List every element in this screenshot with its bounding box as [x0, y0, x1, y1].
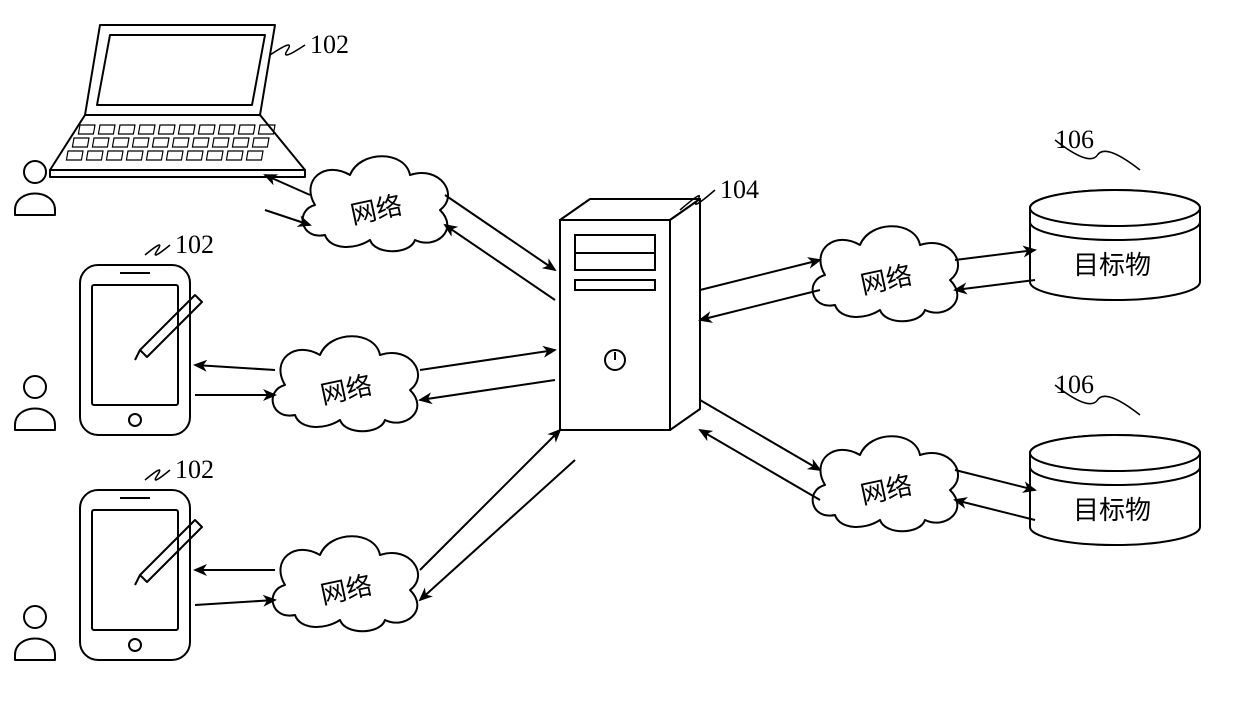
ref-102: 102: [175, 230, 214, 260]
ref-102: 102: [175, 455, 214, 485]
diagram-canvas: 目标物目标物网络网络网络网络网络102102102104106106: [0, 0, 1240, 703]
db-label: 目标物: [1073, 490, 1151, 527]
ref-104: 104: [720, 175, 759, 205]
ref-102: 102: [310, 30, 349, 60]
ref-106: 106: [1055, 370, 1094, 400]
db-label: 目标物: [1073, 245, 1151, 282]
ref-106: 106: [1055, 125, 1094, 155]
diagram-svg: [0, 0, 1240, 703]
